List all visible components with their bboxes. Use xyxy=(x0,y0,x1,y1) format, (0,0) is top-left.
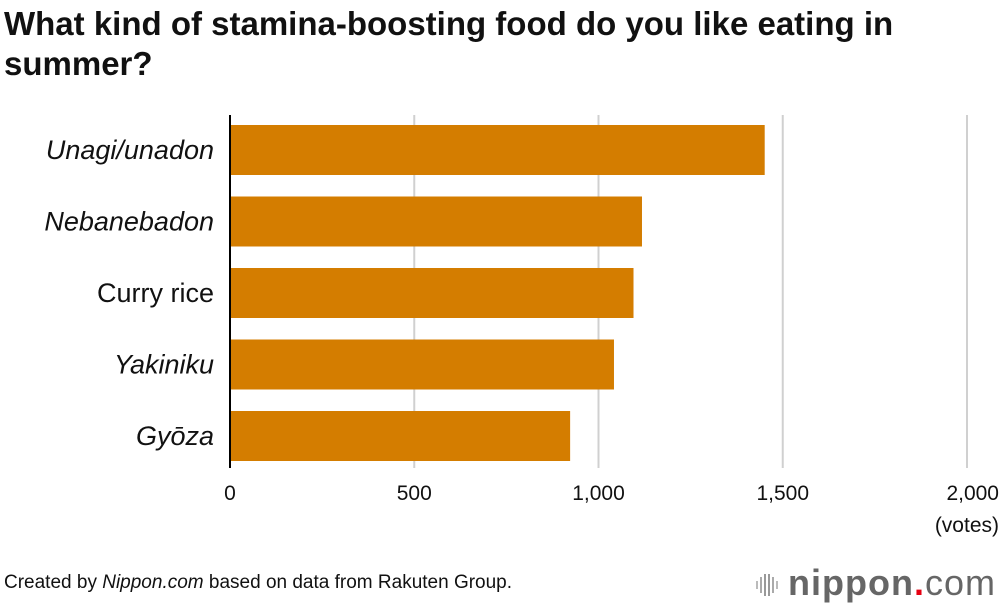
bar-curry-rice xyxy=(230,268,634,318)
credit-source-name: Nippon.com xyxy=(102,572,204,593)
x-tick-label: 0 xyxy=(224,482,236,505)
x-tick-label: 500 xyxy=(397,482,432,505)
logo-name: nippon xyxy=(788,562,914,603)
bar-nebanebadon xyxy=(230,196,642,247)
credit-suffix: based on data from Rakuten Group. xyxy=(203,572,513,593)
chart-title: What kind of stamina-boosting food do yo… xyxy=(4,5,894,82)
logo-dot: . xyxy=(913,562,925,603)
x-tick-label: 2,000 xyxy=(946,482,999,505)
sound-bars-icon xyxy=(756,574,779,597)
logo-tld: com xyxy=(924,562,996,603)
source-credit: Created by Nippon.com based on data from… xyxy=(4,572,512,594)
bar-unagi-unadon xyxy=(230,125,765,175)
x-axis-label: (votes) xyxy=(935,514,999,537)
bar-yakiniku xyxy=(230,339,614,390)
category-label: Nebanebadon xyxy=(44,207,214,237)
nippon-logo: nippon.com xyxy=(756,562,996,604)
category-label: Curry rice xyxy=(97,278,214,308)
bar-gy-za xyxy=(230,411,571,461)
category-label: Gyōza xyxy=(136,421,214,451)
category-label: Unagi/unadon xyxy=(46,135,214,165)
credit-prefix: Created by xyxy=(4,572,103,593)
x-tick-label: 1,000 xyxy=(572,482,625,505)
category-label: Yakiniku xyxy=(114,350,214,380)
x-tick-label: 1,500 xyxy=(756,482,809,505)
